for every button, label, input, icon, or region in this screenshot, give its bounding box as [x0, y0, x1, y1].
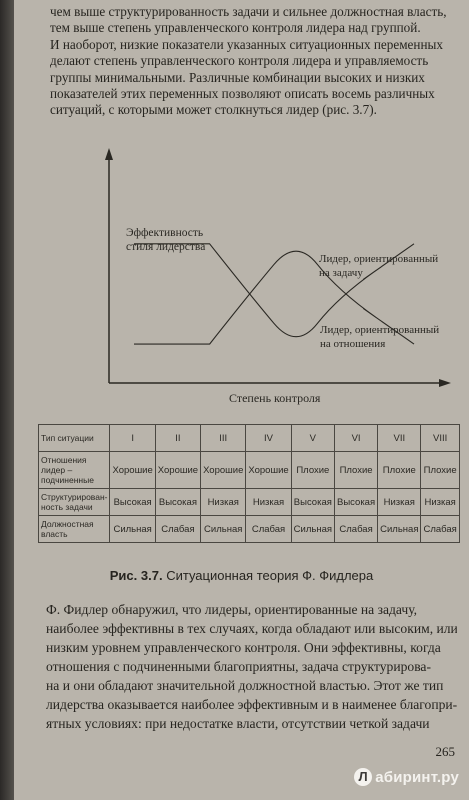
legend-relationship-line1: Лидер, ориентированный [320, 324, 439, 336]
text-line: делают степень управленческого контроля … [50, 53, 429, 69]
table-cell: Хорошие [109, 451, 156, 489]
text-line: ятных условиях: при недостатке власти, о… [46, 716, 430, 731]
table-cell: Низкая [200, 488, 247, 516]
table-cell: Высокая [290, 488, 336, 516]
table-cell: Сильная [200, 515, 247, 543]
table-cell: Плохие [334, 451, 379, 489]
table-cell: Плохие [377, 451, 422, 489]
text-line: ситуаций, с которыми может столкнуться л… [50, 102, 377, 118]
page-number: 265 [435, 744, 456, 759]
table-header-cell: IV [245, 424, 292, 452]
table-cell: Хорошие [245, 451, 292, 489]
table-header-cell: III [200, 424, 247, 452]
table-header-cell: I [109, 424, 156, 452]
table-header-cell: VI [334, 424, 379, 452]
table-cell: Сильная [109, 515, 156, 543]
table-cell: Плохие [420, 451, 460, 489]
y-axis-arrow [105, 148, 113, 160]
table-cell: Низкая [245, 488, 292, 516]
table-cell: Хорошие [154, 451, 202, 489]
table-header-cell: Тип ситуации [37, 424, 111, 452]
table-header-cell: V [290, 424, 336, 452]
table-header-cell: VII [377, 424, 422, 452]
table-row-label: Отношения лидер – подчиненные [37, 451, 111, 489]
x-axis-arrow [439, 379, 451, 387]
table-cell: Слабая [420, 515, 460, 543]
x-axis-label: Степень контроля [229, 391, 321, 405]
text-line: отношения с подчиненными благоприятны, з… [46, 659, 431, 674]
text-line: Ф. Фидлер обнаружил, что лидеры, ориенти… [46, 602, 418, 617]
text-line: группы минимальными. Различные комбинаци… [50, 69, 425, 85]
table-header-row: Тип ситуации I II III IV V VI VII VIII [37, 424, 460, 452]
y-axis-label-line1: Эффективность [126, 227, 203, 239]
text-line: показателей этих переменных позволяют оп… [50, 86, 435, 102]
top-paragraph: чем выше структурированность задачи и си… [14, 4, 469, 119]
legend-task-line1: Лидер, ориентированный [319, 253, 438, 265]
labirint-badge-icon: Л [354, 768, 373, 786]
legend-relationship-line2: на отношения [320, 338, 385, 350]
fiedler-chart: Эффективность стиля лидерства Степень ко… [105, 148, 451, 405]
text-line: И наоборот, низкие показатели указанных … [50, 36, 443, 52]
figure-caption-text: Ситуационная теория Ф. Фидлера [166, 568, 374, 583]
text-line: низким уровнем управленческого контроля.… [46, 640, 441, 655]
table-cell: Низкая [377, 488, 422, 516]
table-row: Отношения лидер – подчиненные Хорошие Хо… [37, 451, 460, 489]
table-row-label: Должностная власть [37, 515, 111, 543]
table-cell: Низкая [420, 488, 460, 516]
situation-table: Тип ситуации I II III IV V VI VII VIII О… [37, 424, 460, 543]
table-cell: Слабая [154, 515, 202, 543]
text-line: чем выше структурированность задачи и си… [50, 4, 447, 19]
series-line-relationship-oriented [134, 250, 415, 345]
text-line: на и они обладают значительной должностн… [46, 678, 444, 693]
table-cell: Высокая [154, 488, 202, 516]
table-cell: Слабая [245, 515, 292, 543]
table-row: Должностная власть Сильная Слабая Сильна… [37, 515, 460, 543]
table-cell: Высокая [109, 488, 156, 516]
text-line: наиболее эффективны в тех случаях, когда… [46, 621, 457, 636]
figure-caption: Рис. 3.7. Ситуационная теория Ф. Фидлера [14, 568, 469, 583]
table-row-label: Структурирован-ность задачи [37, 488, 111, 516]
text-line: лидерства оказывается наиболее эффективн… [46, 697, 457, 712]
book-page: чем выше структурированность задачи и си… [14, 0, 469, 800]
book-spine [0, 0, 14, 800]
figure-caption-label: Рис. 3.7. [109, 568, 163, 583]
table-cell: Сильная [377, 515, 422, 543]
table-header-cell: II [154, 424, 202, 452]
table-header-cell: VIII [420, 424, 460, 452]
table-cell: Слабая [334, 515, 379, 543]
y-axis-label-line2: стиля лидерства [126, 241, 205, 253]
table-cell: Хорошие [200, 451, 247, 489]
table-cell: Плохие [290, 451, 336, 489]
legend-task-line2: на задачу [319, 267, 363, 279]
text-line: тем выше степень управленческого контрол… [50, 20, 421, 36]
table-cell: Сильная [290, 515, 336, 543]
table-cell: Высокая [334, 488, 379, 516]
bottom-paragraph: Ф. Фидлер обнаружил, что лидеры, ориенти… [14, 600, 469, 733]
table-row: Структурирован-ность задачи Высокая Высо… [37, 488, 460, 516]
watermark-text: абиринт.ру [375, 769, 459, 786]
